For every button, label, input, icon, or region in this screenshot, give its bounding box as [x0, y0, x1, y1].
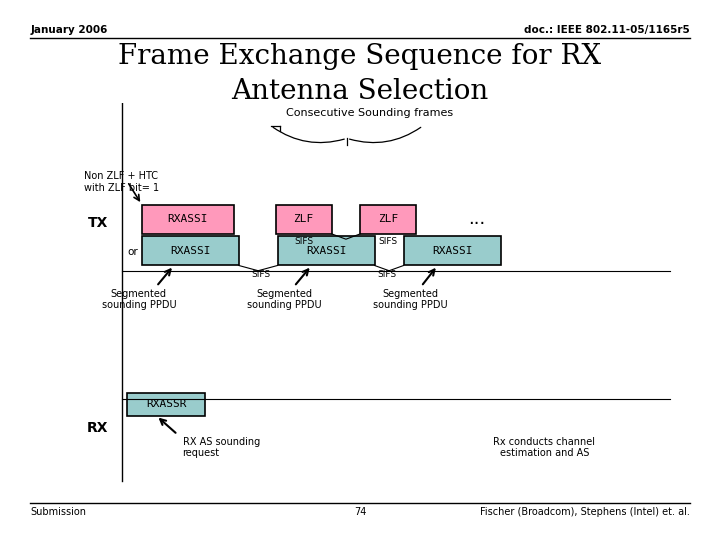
FancyBboxPatch shape [142, 205, 234, 234]
Text: Segmented
sounding PPDU: Segmented sounding PPDU [102, 288, 176, 310]
Text: Frame Exchange Sequence for RX: Frame Exchange Sequence for RX [118, 43, 602, 70]
Text: SIFS: SIFS [377, 269, 397, 279]
Text: Consecutive Sounding frames: Consecutive Sounding frames [286, 109, 454, 118]
FancyBboxPatch shape [142, 236, 239, 266]
FancyBboxPatch shape [278, 236, 374, 266]
FancyBboxPatch shape [276, 205, 332, 234]
Text: ...: ... [468, 210, 485, 228]
Text: SIFS: SIFS [251, 269, 271, 279]
FancyBboxPatch shape [360, 205, 416, 234]
Text: 74: 74 [354, 507, 366, 517]
Text: Segmented
sounding PPDU: Segmented sounding PPDU [247, 288, 322, 310]
Text: or: or [127, 247, 138, 257]
Text: doc.: IEEE 802.11-05/1165r5: doc.: IEEE 802.11-05/1165r5 [524, 25, 690, 35]
Text: RXASSI: RXASSI [306, 246, 346, 256]
Text: ZLF: ZLF [378, 214, 398, 224]
Text: Non ZLF + HTC
with ZLF bit= 1: Non ZLF + HTC with ZLF bit= 1 [84, 171, 158, 192]
Text: January 2006: January 2006 [30, 25, 107, 35]
Text: Rx conducts channel
estimation and AS: Rx conducts channel estimation and AS [493, 437, 595, 458]
Text: RX AS sounding
request: RX AS sounding request [182, 437, 260, 458]
Text: RX: RX [86, 421, 108, 435]
Text: RXASSR: RXASSR [145, 399, 186, 409]
Text: Submission: Submission [30, 507, 86, 517]
Text: RXASSI: RXASSI [432, 246, 472, 256]
Text: TX: TX [87, 217, 108, 231]
FancyBboxPatch shape [127, 393, 204, 416]
Text: Segmented
sounding PPDU: Segmented sounding PPDU [373, 288, 448, 310]
Text: SIFS: SIFS [294, 237, 313, 246]
FancyBboxPatch shape [404, 236, 500, 266]
Text: RXASSI: RXASSI [170, 246, 210, 256]
Text: Fischer (Broadcom), Stephens (Intel) et. al.: Fischer (Broadcom), Stephens (Intel) et.… [480, 507, 690, 517]
Text: ZLF: ZLF [294, 214, 314, 224]
Text: RXASSI: RXASSI [168, 214, 208, 224]
Text: Antenna Selection: Antenna Selection [231, 78, 489, 105]
Text: SIFS: SIFS [379, 237, 397, 246]
